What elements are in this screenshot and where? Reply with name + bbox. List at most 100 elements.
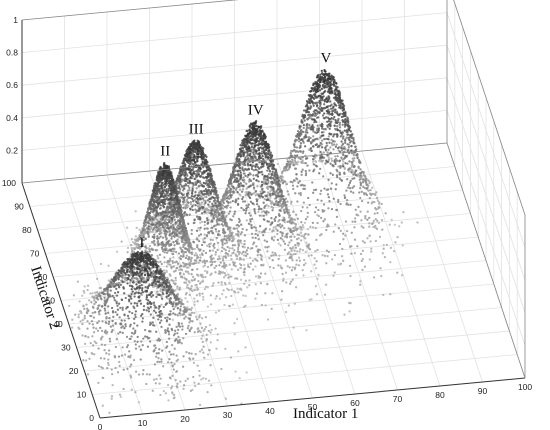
data-point [374,239,378,243]
data-point [343,125,347,128]
data-point [115,250,119,253]
data-point [153,203,156,207]
floor-gridline [361,150,441,387]
data-point [336,154,339,158]
data-point [341,123,344,126]
data-point [317,116,320,119]
data-point [270,182,274,185]
data-point [207,166,210,169]
data-point [321,125,324,128]
data-point [233,244,237,247]
data-point [266,191,270,194]
data-point [189,171,192,174]
data-point [275,182,278,185]
data-point [303,119,306,122]
data-point [311,160,315,163]
data-point [304,131,307,134]
data-point [256,130,260,133]
data-point [246,154,249,157]
data-point [220,216,223,219]
data-point [233,248,236,252]
data-point [187,204,190,207]
data-point [372,225,375,229]
data-point [301,168,304,171]
data-point [231,170,235,173]
data-point [167,184,170,188]
data-point [327,111,330,114]
data-point [208,205,211,208]
data-point [271,170,274,173]
data-point [396,235,399,239]
data-point [330,159,334,163]
data-point [161,181,164,184]
data-point [377,221,380,225]
data-point [183,184,186,187]
data-point [252,150,256,153]
data-point [285,166,288,169]
data-point [242,138,245,141]
data-point [260,184,263,188]
data-point [307,98,311,101]
data-point [166,179,169,183]
data-point [312,104,315,107]
data-point [309,142,313,145]
data-point [189,208,192,211]
data-point [359,210,362,213]
data-point [243,141,246,144]
data-point [188,213,191,216]
data-point [188,180,191,183]
data-point [306,211,309,215]
data-point [221,220,225,223]
data-point [375,196,379,200]
data-point [311,181,314,184]
data-point [206,173,210,176]
data-point [344,139,347,142]
data-point [339,107,342,110]
data-point [343,166,347,170]
data-point [276,203,280,206]
data-point [144,249,147,252]
data-point [328,141,331,144]
data-point [301,130,305,134]
data-point [346,143,349,146]
data-point [329,117,332,121]
data-point [368,222,371,225]
data-point [286,220,289,223]
data-point [191,197,194,201]
data-point [163,186,166,189]
data-point [202,265,205,268]
data-point [296,129,300,133]
data-point [191,186,194,189]
data-point [307,254,310,257]
data-point [179,188,182,191]
data-point [309,147,313,150]
data-point [288,214,291,217]
data-point [261,155,264,158]
data-point [254,122,257,126]
data-point [348,160,351,163]
data-point [254,194,257,197]
data-point [347,148,350,151]
data-point [201,152,205,155]
data-point [195,143,198,146]
data-point [361,181,365,184]
data-point [364,215,367,218]
data-point [318,78,322,81]
data-point [187,147,190,150]
data-point [241,162,244,166]
data-point [180,173,183,176]
data-point [255,163,258,166]
back-wall-gridline [21,110,448,151]
data-point [246,175,249,179]
data-point [182,221,185,224]
data-point [307,135,311,139]
data-point [166,177,169,181]
data-point [323,76,327,79]
data-point [320,139,324,142]
data-point [300,221,303,224]
data-point [227,212,230,215]
data-point [338,126,342,129]
data-point [191,146,194,149]
data-point [197,226,200,230]
data-point [272,167,275,170]
